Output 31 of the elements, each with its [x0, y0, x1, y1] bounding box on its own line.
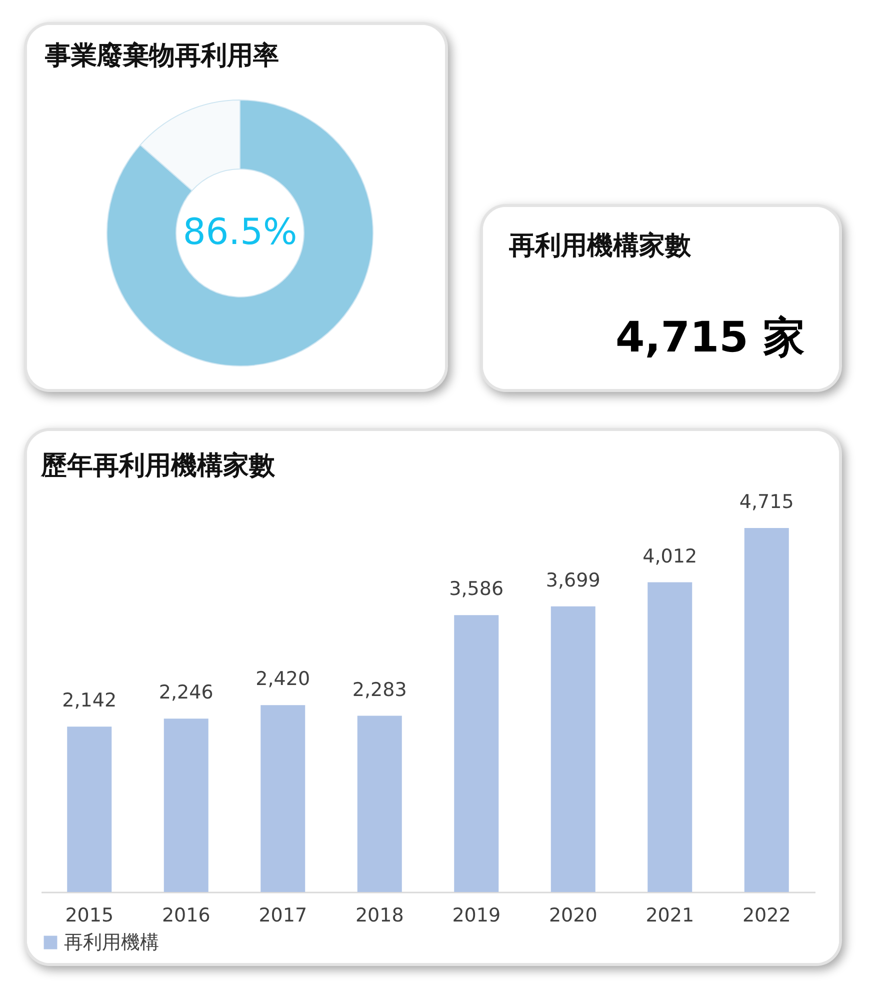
text: 86.5%	[182, 212, 298, 253]
data-label: 2,420	[256, 668, 310, 690]
x-tick-label: 2016	[162, 904, 210, 926]
donut-slice	[106, 100, 374, 366]
chart-title: 歷年再利用機構家數	[40, 451, 276, 481]
data-label: 2,142	[62, 690, 117, 712]
x-tick-label: 2018	[355, 904, 404, 926]
data-label: 4,012	[642, 545, 698, 568]
legend-label: 再利用機構	[64, 932, 159, 954]
data-label: 3,586	[449, 578, 504, 600]
data-label: 2,283	[352, 678, 407, 701]
bar	[67, 726, 112, 892]
x-tick-label: 2021	[646, 904, 694, 926]
bar	[260, 705, 306, 892]
bar	[164, 718, 208, 892]
x-tick-label: 2020	[548, 904, 598, 926]
bar	[744, 528, 789, 892]
data-label: 4,715	[739, 491, 794, 513]
bar	[550, 606, 596, 892]
bar	[357, 716, 402, 892]
x-tick-label: 2015	[65, 904, 114, 926]
bar	[648, 582, 692, 892]
data-label: 2,246	[158, 682, 214, 704]
x-tick-label: 2019	[452, 904, 501, 926]
text: 再利用機構家數	[508, 231, 692, 261]
x-tick-label: 2022	[742, 904, 791, 926]
chart-title: 事業廢棄物再利用率	[44, 41, 279, 71]
bar	[454, 615, 499, 892]
text: 4,715 家	[616, 312, 805, 362]
data-label: 3,699	[546, 569, 600, 592]
x-tick-label: 2017	[258, 904, 308, 926]
